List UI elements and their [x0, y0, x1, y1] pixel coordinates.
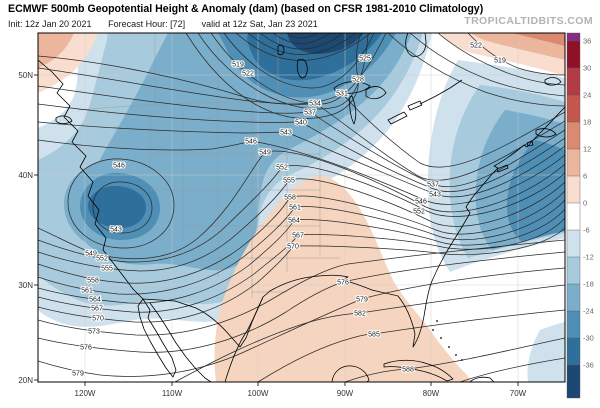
svg-text:543: 543 — [280, 130, 292, 137]
svg-text:549: 549 — [85, 251, 97, 258]
svg-text:30N: 30N — [18, 281, 33, 290]
svg-text:100W: 100W — [248, 389, 269, 398]
svg-text:543: 543 — [429, 192, 441, 199]
svg-text:561: 561 — [81, 288, 93, 295]
svg-text:70W: 70W — [510, 389, 527, 398]
lon-axis: 120W 110W 100W 90W 80W 70W — [75, 382, 527, 398]
svg-text:-24: -24 — [583, 307, 594, 316]
svg-text:24: 24 — [583, 91, 591, 100]
svg-text:546: 546 — [245, 139, 257, 146]
svg-text:567: 567 — [91, 306, 103, 313]
svg-text:588: 588 — [402, 367, 414, 374]
watermark: TROPICALTIDBITS.COM — [464, 15, 593, 27]
svg-text:552: 552 — [413, 209, 425, 216]
svg-text:519: 519 — [494, 58, 506, 65]
svg-text:-6: -6 — [583, 226, 590, 235]
svg-text:36: 36 — [583, 37, 591, 46]
svg-text:570: 570 — [287, 244, 299, 251]
svg-text:567: 567 — [292, 233, 304, 240]
svg-text:-18: -18 — [583, 280, 594, 289]
svg-text:-36: -36 — [583, 361, 594, 370]
svg-text:522: 522 — [242, 71, 254, 78]
svg-text:582: 582 — [354, 311, 366, 318]
colorbar: 36 30 24 18 12 6 0 -6 -12 -18 -24 -30 -36 — [566, 32, 594, 399]
svg-text:561: 561 — [289, 205, 301, 212]
height-contours — [38, 33, 565, 382]
svg-text:564: 564 — [288, 218, 300, 225]
svg-text:525: 525 — [359, 56, 371, 63]
svg-text:18: 18 — [583, 118, 591, 127]
svg-text:558: 558 — [284, 195, 296, 202]
init-time: Init: 12z Jan 20 2021 — [8, 19, 92, 29]
svg-text:579: 579 — [72, 371, 84, 378]
svg-text:555: 555 — [283, 178, 295, 185]
map-frame — [37, 32, 566, 383]
map-title: ECMWF 500mb Geopotential Height & Anomal… — [8, 3, 484, 15]
svg-text:585: 585 — [368, 332, 380, 339]
svg-text:90W: 90W — [337, 389, 354, 398]
svg-text:546: 546 — [113, 163, 125, 170]
svg-text:570: 570 — [92, 316, 104, 323]
graticule — [38, 33, 565, 382]
svg-text:576: 576 — [80, 345, 92, 352]
svg-text:40N: 40N — [18, 171, 33, 180]
svg-text:540: 540 — [295, 120, 307, 127]
svg-text:552: 552 — [96, 256, 108, 263]
svg-text:120W: 120W — [75, 389, 96, 398]
svg-text:552: 552 — [276, 165, 288, 172]
svg-text:20N: 20N — [18, 376, 33, 385]
svg-text:80W: 80W — [423, 389, 440, 398]
svg-text:0: 0 — [583, 199, 587, 208]
svg-text:555: 555 — [101, 266, 113, 273]
svg-text:531: 531 — [336, 91, 348, 98]
coastlines — [38, 33, 565, 382]
svg-text:537: 537 — [427, 182, 439, 189]
svg-text:543: 543 — [110, 227, 122, 234]
svg-text:534: 534 — [309, 101, 321, 108]
svg-text:549: 549 — [259, 150, 271, 157]
svg-text:110W: 110W — [162, 389, 183, 398]
anomaly-shading — [38, 33, 565, 382]
svg-text:546: 546 — [415, 199, 427, 206]
svg-text:564: 564 — [89, 297, 101, 304]
run-info: Init: 12z Jan 20 2021 Forecast Hour: [72… — [8, 19, 332, 29]
svg-text:558: 558 — [87, 278, 99, 285]
svg-text:576: 576 — [337, 280, 349, 287]
svg-text:537: 537 — [304, 110, 316, 117]
header: ECMWF 500mb Geopotential Height & Anomal… — [0, 0, 600, 33]
colorbar-labels: 36 30 24 18 12 6 0 -6 -12 -18 -24 -30 -36 — [583, 37, 594, 370]
svg-text:528: 528 — [352, 77, 364, 84]
forecast-hour: Forecast Hour: [72] — [108, 19, 186, 29]
contour-labels: 5465435495525555585615645675705735765795… — [71, 41, 507, 378]
svg-text:-30: -30 — [583, 334, 594, 343]
lat-axis: 50N 40N 30N 20N — [18, 71, 38, 385]
state-borders — [77, 33, 340, 298]
svg-text:50N: 50N — [18, 71, 33, 80]
svg-text:-12: -12 — [583, 253, 594, 262]
svg-text:519: 519 — [232, 62, 244, 69]
svg-text:522: 522 — [470, 43, 482, 50]
svg-text:6: 6 — [583, 172, 587, 181]
svg-text:30: 30 — [583, 64, 591, 73]
svg-text:573: 573 — [88, 329, 100, 336]
svg-text:579: 579 — [356, 297, 368, 304]
valid-time: valid at 12z Sat, Jan 23 2021 — [201, 19, 318, 29]
svg-text:12: 12 — [583, 145, 591, 154]
